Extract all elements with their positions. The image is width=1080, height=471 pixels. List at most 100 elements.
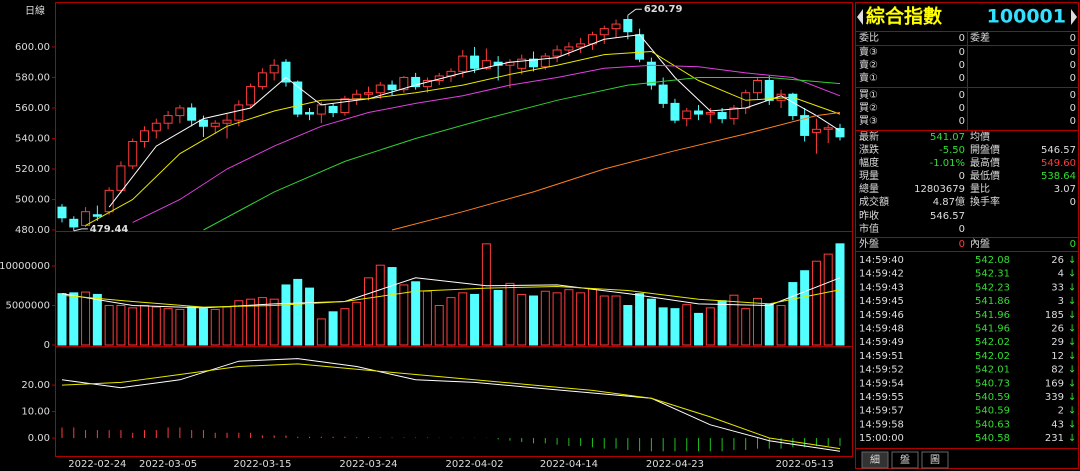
trade-time: 14:59:52 [859,365,904,376]
volume-bar [658,307,668,346]
trade-volume: 169 [1045,378,1064,389]
tab[interactable] [921,451,949,469]
x-tick-label: 2022-03-15 [233,459,291,470]
candle-body [187,107,197,121]
y-tick-label: 10.00 [21,407,50,418]
candle-body [281,61,291,83]
candle-body [717,112,727,120]
volume-bar [599,295,609,346]
trade-price: 542.01 [975,365,1010,376]
volume-bar [670,308,680,346]
candle-body [611,23,621,30]
trade-direction: ↓ [1068,337,1076,348]
candle-body [163,115,173,124]
volume-bar [529,295,539,346]
volume-bar [682,304,692,346]
volume-bar [175,308,185,346]
candle-body [269,64,279,74]
indicator-line [61,358,841,452]
y-tick-label: 540.00 [15,133,50,144]
volume-bar [363,277,373,346]
trade-price: 540.59 [975,392,1010,403]
candle-body [210,122,220,127]
leader-line [627,8,642,16]
volume-bar [257,297,267,346]
volume-bar [564,289,574,346]
volume-bar [293,278,303,346]
trade-direction: ↓ [1068,310,1076,321]
candle-body [658,84,668,104]
volume-bar [163,308,173,346]
volume-bar [552,292,562,346]
volume-bar [705,307,715,346]
volume-bar [210,308,220,346]
candle-body [128,141,138,167]
trade-price: 542.23 [975,282,1010,293]
volume-bar [352,301,362,346]
quote-label: 現量 [859,170,879,182]
candle-body [835,127,845,138]
candle-body [682,110,692,120]
volume-bar [776,304,786,346]
candle-body [764,80,774,101]
indicator-line [61,285,841,308]
volume-bar [187,306,197,346]
trade-time: 14:59:46 [859,310,904,321]
tab[interactable] [861,451,889,469]
x-tick-label: 2022-03-05 [139,459,197,470]
volume-bar [305,287,315,346]
volume-bar [505,282,515,346]
trade-direction: ↓ [1068,269,1076,280]
volume-bar [328,311,338,346]
tab-label[interactable]: 圖 [930,454,940,466]
trade-time: 14:59:40 [859,255,904,266]
volume-bar [316,318,326,346]
candle-body [470,55,480,69]
volume-bar [741,308,751,346]
candle-body [92,214,102,217]
quote-label: 最低價 [970,169,1000,182]
quote-value: 541.07 [930,132,965,143]
tab[interactable] [891,451,919,469]
volume-bar [116,304,126,346]
volume-bar [752,297,762,346]
quote-value: 0 [1070,239,1076,250]
quote-label: 幅度 [859,156,879,169]
trade-direction: ↓ [1068,365,1076,376]
period-label: 日線 [25,4,45,17]
trade-volume: 12 [1051,351,1064,362]
quote-label: 賣③ [859,45,878,58]
quote-label: 買② [859,102,878,114]
candle-body [387,84,397,91]
volume-bar [623,304,633,346]
y-tick-label: 10000000 [0,261,50,272]
quote-label: 委差 [970,31,990,44]
trade-direction: ↓ [1068,406,1076,417]
quote-label: 外盤 [859,237,879,250]
candle-body [646,61,656,86]
y-tick-label: 580.00 [15,72,50,83]
candle-body [670,102,680,121]
trade-time: 14:59:49 [859,337,904,348]
volume-bar [717,300,727,346]
trade-direction: ↓ [1068,392,1076,403]
tab-label[interactable]: 細 [870,453,880,466]
trade-volume: 26 [1051,324,1064,335]
trade-volume: 3 [1058,296,1064,307]
trade-direction: ↓ [1068,419,1076,430]
quote-label: 買① [859,89,878,101]
quote-label: 成交額 [859,195,889,208]
quote-value: 0 [1070,197,1076,208]
x-tick-label: 2022-03-24 [339,459,397,470]
volume-bar [788,282,798,346]
prev-arrow[interactable] [857,9,863,25]
next-arrow[interactable] [1071,9,1077,25]
quote-label: 市值 [859,222,879,235]
quote-label: 0 [1070,47,1076,58]
volume-bar [234,300,244,346]
quote-value: 0 [1070,33,1076,44]
tab-label[interactable]: 盤 [900,453,910,466]
volume-bar [151,306,161,346]
trade-time: 15:00:00 [859,433,904,444]
